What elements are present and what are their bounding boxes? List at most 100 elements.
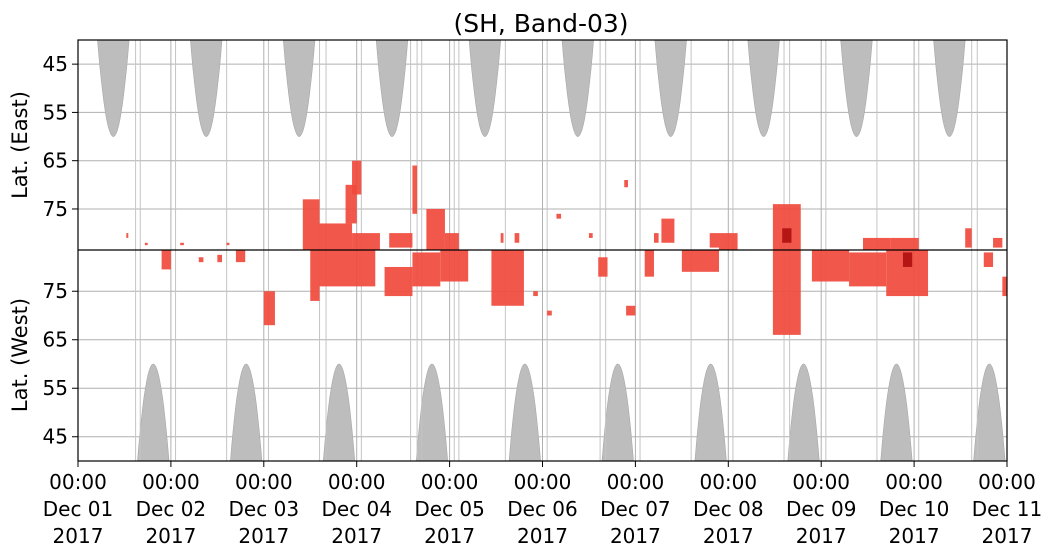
coverage-gap [322,363,356,462]
y-tick-label-east: 45 [43,52,68,76]
coverage-gap [97,39,130,137]
event-mark [126,233,129,238]
event-mark [412,165,418,214]
coverage-gap [880,363,913,462]
event-mark [709,233,720,248]
coverage-gap [561,39,594,137]
event-mark [180,242,184,246]
coverage-gap [840,39,873,137]
x-tick-date: Dec 10 [879,497,950,521]
x-tick-time: 00:00 [421,470,479,494]
coverage-gaps [97,39,1006,462]
event-mark [319,223,353,250]
event-mark [983,252,994,267]
event-mark [653,233,659,243]
x-tick-year: 2017 [796,524,847,548]
x-tick-time: 00:00 [699,470,757,494]
event-mark [426,208,445,250]
event-mark [235,250,246,263]
x-tick-time: 00:00 [49,470,107,494]
x-tick-time: 00:00 [514,470,572,494]
event-mark [719,233,738,250]
coverage-gap [654,39,687,137]
x-tick-year: 2017 [145,524,196,548]
event-mark [514,233,520,243]
event-mark-strong [782,228,792,243]
x-tick-time: 00:00 [328,470,386,494]
event-mark [598,257,608,277]
event-mark [1002,276,1007,297]
x-tick-date: Dec 08 [693,497,764,521]
event-mark [491,250,524,306]
event-mark [302,199,320,250]
coverage-gap [601,363,634,462]
event-mark [965,228,972,248]
events-layer [126,160,1007,335]
coverage-gap [190,39,223,137]
x-tick-date: Dec 06 [507,497,578,521]
coverage-gap [787,363,820,462]
coverage-gap [933,39,966,137]
x-tick-time: 00:00 [607,470,665,494]
x-tick-date: Dec 11 [972,497,1043,521]
event-mark [863,237,891,250]
event-mark [556,213,562,219]
x-tick-year: 2017 [331,524,382,548]
event-mark [626,305,636,316]
y-axis-label-east: Lat. (East) [8,91,32,199]
x-tick-time: 00:00 [885,470,943,494]
event-mark [444,233,459,250]
event-mark [161,250,171,270]
event-mark [226,242,230,246]
y-ticks: 45 55 65 75 75 65 55 45 [43,52,78,449]
x-tick-date: Dec 03 [229,497,300,521]
event-mark [547,310,552,316]
chart-title: (SH, Band-03) [453,9,628,38]
coverage-gap [282,39,316,137]
x-tick-date: Dec 09 [786,497,857,521]
event-mark [890,237,919,250]
event-mark [198,257,204,263]
y-tick-label-east: 65 [43,149,68,173]
event-mark [772,204,801,250]
event-mark [144,242,148,246]
coverage-gap [468,39,502,137]
event-mark [345,184,357,224]
y-tick-label-west: 65 [43,328,68,352]
coverage-gap [375,39,409,137]
x-tick-date: Dec 02 [136,497,207,521]
x-tick-year: 2017 [610,524,661,548]
x-tick-year: 2017 [424,524,475,548]
x-tick-date: Dec 07 [600,497,671,521]
event-mark [319,250,376,287]
coverage-gap [137,363,170,462]
x-tick-time: 00:00 [792,470,850,494]
x-tick-time: 00:00 [235,470,293,494]
event-mark [310,250,320,301]
event-mark [217,254,222,263]
x-tick-year: 2017 [889,524,940,548]
x-tick-year: 2017 [703,524,754,548]
x-tick-date: Dec 04 [321,497,392,521]
coverage-gap [973,363,1006,462]
y-tick-label-east: 75 [43,197,68,221]
event-mark [624,180,628,188]
y-tick-label-west: 55 [43,376,68,400]
x-tick-year: 2017 [238,524,289,548]
coverage-gap [747,39,780,137]
event-mark [352,233,380,250]
event-mark [644,250,654,277]
event-mark [993,237,1003,248]
coverage-gap [508,363,541,462]
event-mark [389,233,413,248]
event-mark [352,160,362,195]
event-mark [681,250,720,272]
event-mark-strong [902,252,913,267]
y-axis-label-west: Lat. (West) [8,298,32,412]
event-mark [500,233,504,243]
y-tick-label-west: 75 [43,279,68,303]
event-mark [384,266,413,297]
event-mark [412,252,441,287]
x-tick-year: 2017 [53,524,104,548]
